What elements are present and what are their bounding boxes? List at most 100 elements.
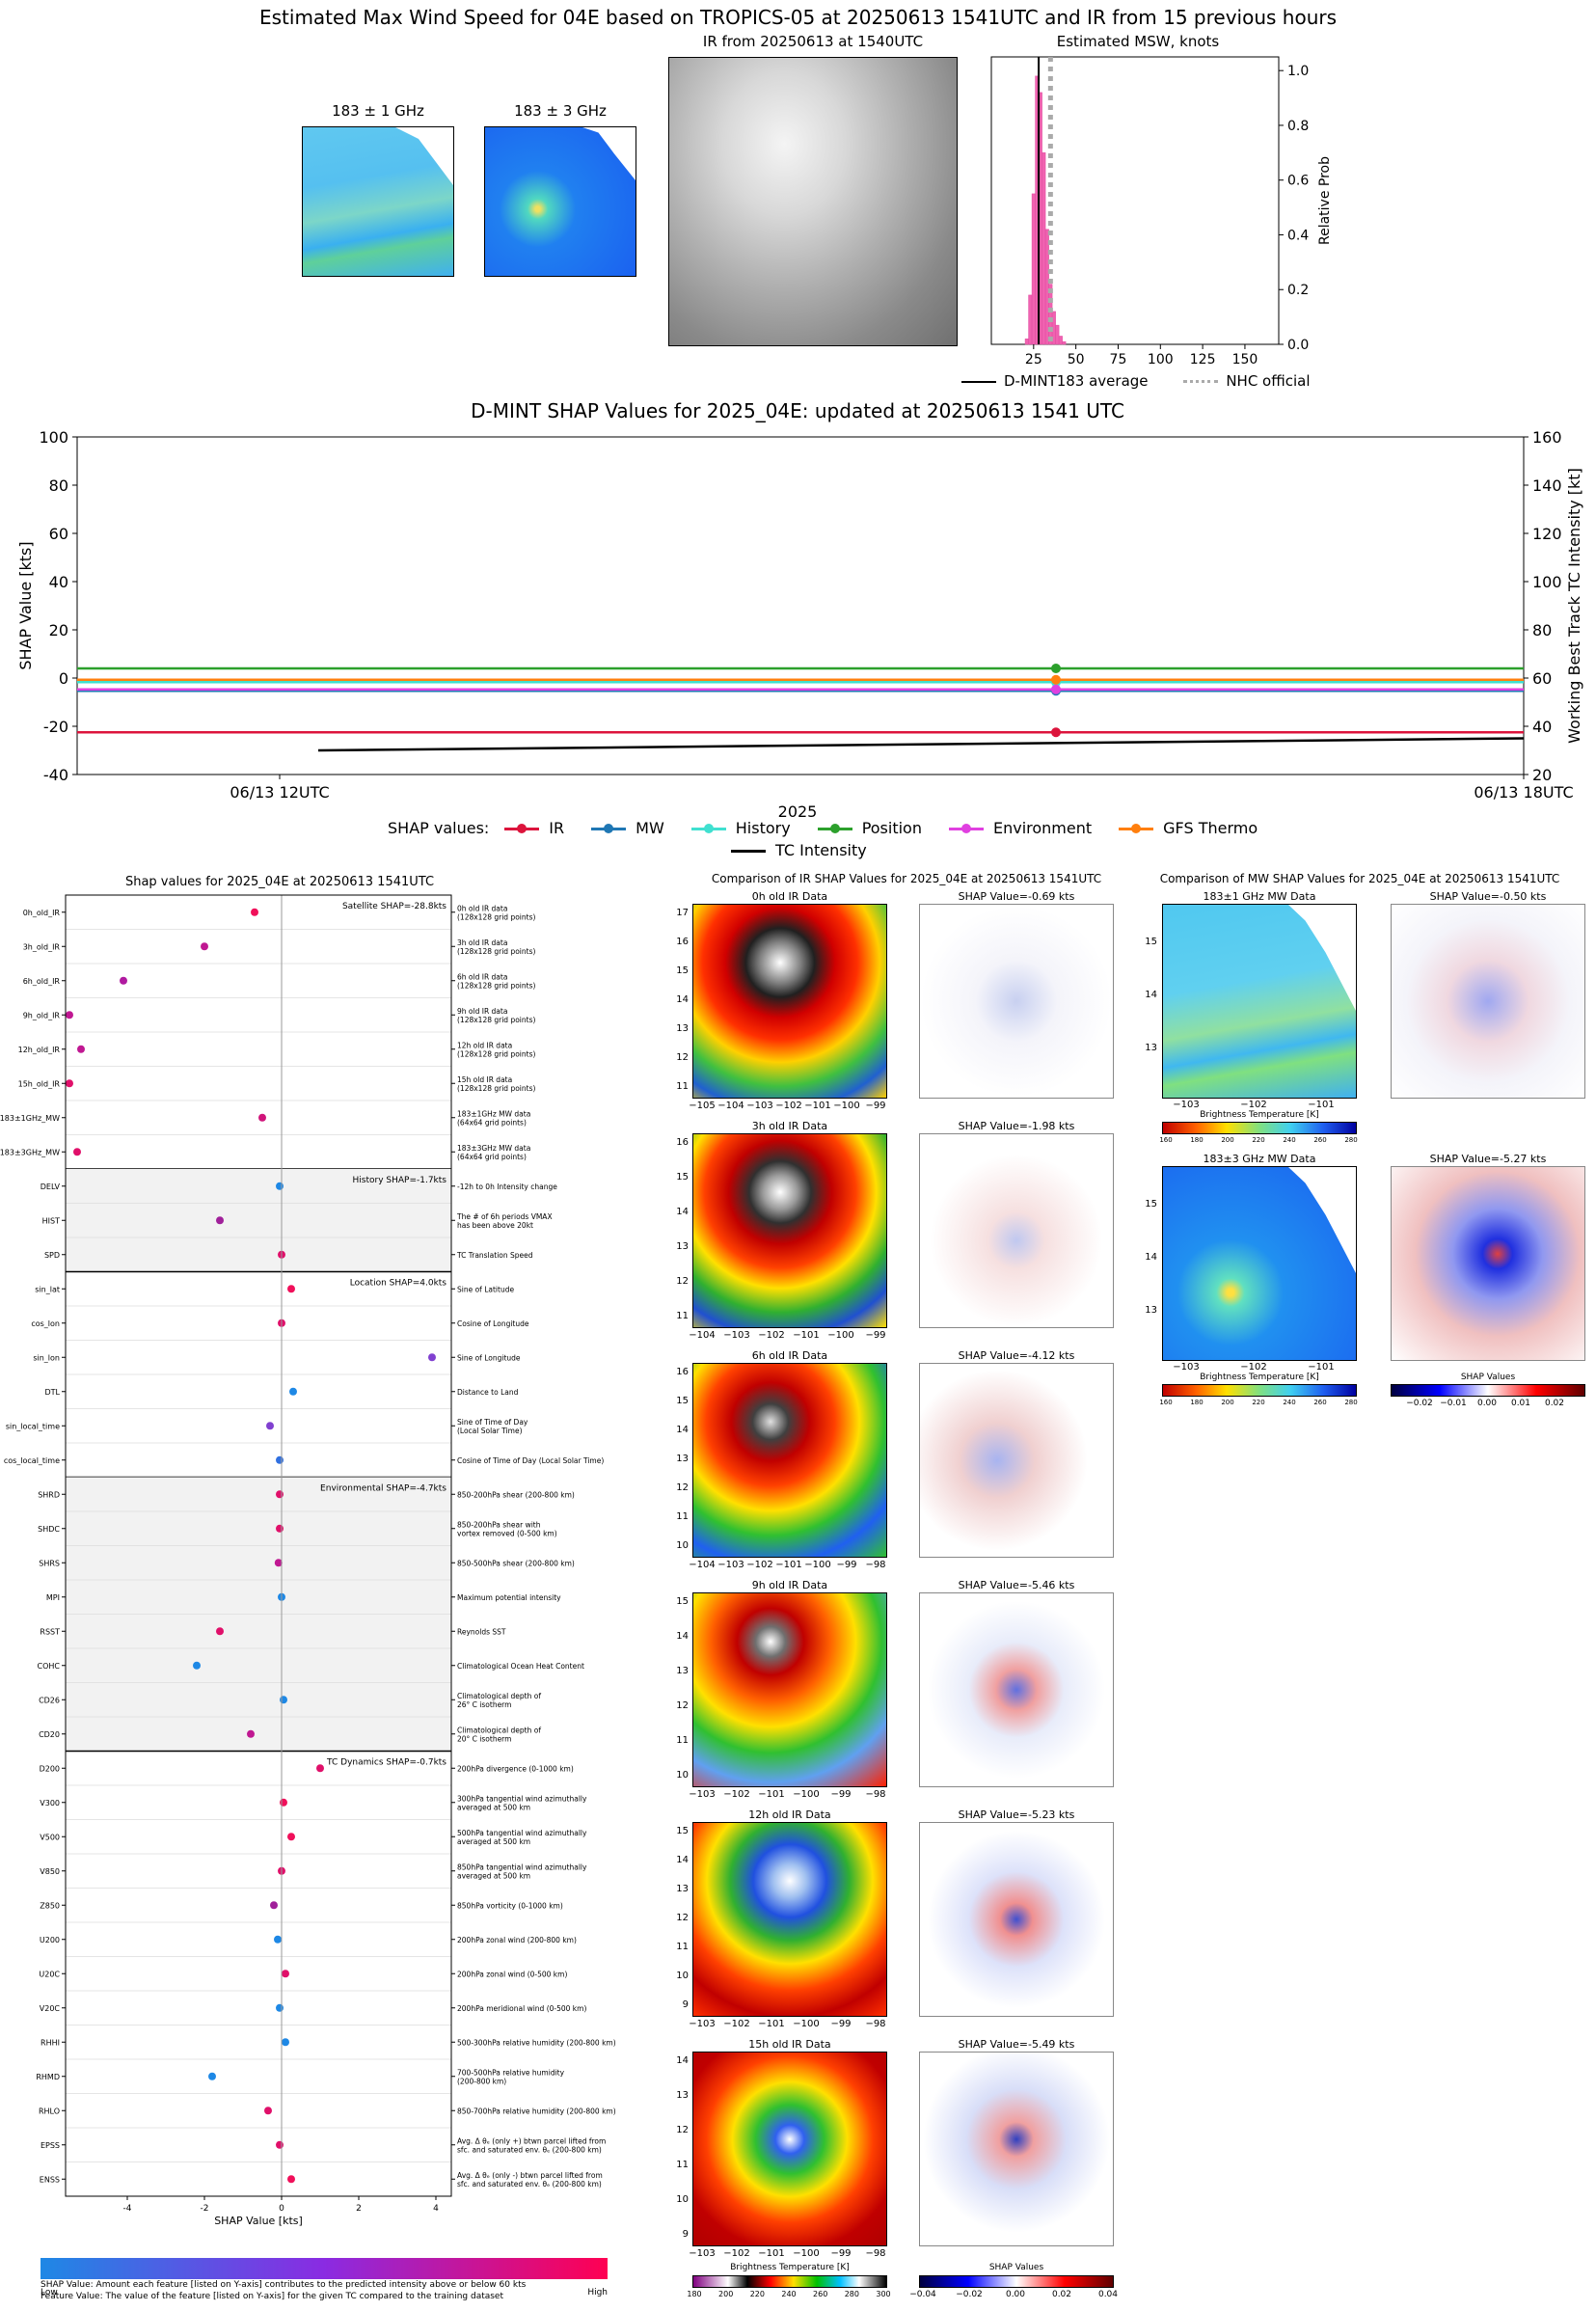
ir-ytick-label: 12 — [676, 1276, 689, 1287]
ts-legend-label: TC Intensity — [775, 841, 867, 859]
dot-feature-name: Z850 — [40, 1901, 60, 1910]
ts-legend-item: Position — [817, 819, 922, 837]
ir-ytick-label: 13 — [676, 1884, 689, 1894]
dot-feature-name: 9h_old_IR — [23, 1011, 61, 1020]
mw-data-panel — [1162, 1166, 1357, 1361]
mw-bt-tick: 240 — [1283, 1136, 1296, 1144]
hist-ytick-label: 0.0 — [1287, 338, 1309, 353]
mw-bt-tick: 240 — [1283, 1399, 1296, 1406]
mw-shap-panel — [1391, 904, 1585, 1099]
hist-ytick-label: 0.4 — [1287, 228, 1309, 243]
mw-ytick-label: 14 — [1145, 990, 1157, 1000]
dot-point — [193, 1661, 201, 1670]
dot-point — [276, 1524, 284, 1533]
ir-ytick-label: 12 — [676, 1482, 689, 1493]
dot-feature-desc: 183±1GHz MW data — [457, 1109, 530, 1118]
dot-feature-desc: 15h old IR data — [457, 1075, 512, 1084]
ir-data-panel — [692, 1822, 887, 2017]
dot-feature-desc: 6h old IR data — [457, 972, 507, 981]
dot-feature-name: DTL — [44, 1388, 60, 1397]
dot-feature-desc: Reynolds SST — [457, 1627, 506, 1636]
ts-legend-intensity: TC Intensity — [731, 841, 1285, 859]
dot-feature-desc: sfc. and saturated env. θₑ (200-800 km) — [457, 2145, 602, 2154]
shap-timeseries-chart: D-MINT SHAP Values for 2025_04E: updated… — [16, 400, 1583, 821]
dot-feature-name: sin_lon — [33, 1353, 60, 1362]
ir-xtick-label: −98 — [865, 1560, 886, 1570]
dot-feature-desc: 20° C isotherm — [457, 1734, 511, 1743]
ir-ytick-label: 17 — [676, 908, 689, 918]
mw-bt-tick: 280 — [1344, 1136, 1358, 1144]
dot-feature-desc: Sine of Longitude — [457, 1353, 521, 1362]
mw-bt-colorbar — [1162, 1122, 1357, 1134]
figure-title: Estimated Max Wind Speed for 04E based o… — [258, 6, 1338, 29]
dot-feature-name: 3h_old_IR — [23, 942, 61, 951]
ir-ytick-label: 14 — [676, 1855, 689, 1865]
ts-ytick-label: -40 — [43, 766, 68, 784]
ir-xtick-label: −102 — [775, 1101, 802, 1111]
dot-feature-desc: (128x128 grid points) — [457, 1016, 535, 1024]
ir-ytick-label: 13 — [676, 1666, 689, 1676]
ir-ytick-label: 9 — [682, 1999, 689, 2010]
ir-xtick-label: −103 — [723, 1330, 750, 1341]
dot-feature-desc: 200hPa zonal wind (200-800 km) — [457, 1936, 577, 1944]
ts-legend-swatch — [1119, 824, 1154, 833]
ir-xtick-label: −102 — [723, 2019, 750, 2029]
mw-bt-tick: 220 — [1252, 1136, 1265, 1144]
dot-point — [266, 1422, 274, 1430]
ts-legend-item: Environment — [948, 819, 1092, 837]
mw-bt-tick: 160 — [1159, 1136, 1173, 1144]
mw-bt-tick: 200 — [1221, 1399, 1234, 1406]
ir-shap-title: SHAP Value=-1.98 kts — [958, 1120, 1075, 1132]
ir-shap-tick: −0.04 — [909, 2290, 936, 2299]
dot-feature-name: cos_lon — [31, 1319, 60, 1328]
dot-feature-desc: (128x128 grid points) — [457, 1049, 535, 1058]
mw-bt-tick: 160 — [1159, 1399, 1173, 1406]
dot-group-label: Location SHAP=4.0kts — [350, 1279, 447, 1289]
ir-xtick-label: −98 — [865, 2248, 886, 2259]
ir-ytick-label: 11 — [676, 1311, 689, 1321]
hist-bar — [1055, 324, 1060, 345]
ts-xtick-label: 06/13 12UTC — [230, 783, 329, 802]
ir-xtick-label: −101 — [804, 1101, 831, 1111]
ir-shap-tick: 0.00 — [1005, 2290, 1026, 2299]
ir-xtick-label: −103 — [689, 1789, 716, 1800]
dot-feature-name: SHDC — [38, 1525, 60, 1534]
ir-ytick-label: 14 — [676, 2055, 689, 2066]
ts-y2tick-label: 120 — [1532, 525, 1562, 543]
dot-xlabel: SHAP Value [kts] — [214, 2215, 303, 2227]
dot-frame — [65, 894, 452, 2197]
ts-ytick-label: 60 — [49, 525, 68, 543]
dot-feature-name: SPD — [44, 1251, 60, 1260]
ts-legend-swatch — [948, 824, 984, 833]
dot-title: Shap values for 2025_04E at 20250613 154… — [125, 875, 434, 889]
dot-feature-desc: has been above 20kt — [457, 1221, 533, 1230]
mw-bt-tick: 180 — [1190, 1136, 1204, 1144]
ts-legend-marker — [517, 824, 527, 833]
dot-point — [216, 1627, 224, 1636]
ir-bt-tick: 220 — [749, 2290, 765, 2298]
ir-xtick-label: −99 — [830, 2248, 852, 2259]
ir-shap-panel — [919, 1133, 1114, 1328]
ir-xtick-label: −104 — [717, 1101, 744, 1111]
ir-ytick-label: 15 — [676, 1826, 689, 1836]
dot-feature-desc: Sine of Time of Day — [457, 1418, 528, 1427]
dot-feature-name: DELV — [41, 1183, 61, 1191]
hist-legend: D-MINT183 average NHC official — [961, 372, 1311, 390]
mw-shap-panel — [1391, 1166, 1585, 1361]
mw-ytick-label: 14 — [1145, 1252, 1157, 1263]
ir-ytick-label: 12 — [676, 2125, 689, 2135]
ir-ytick-label: 16 — [676, 1367, 689, 1377]
dot-feature-desc: Climatological Ocean Heat Content — [457, 1662, 584, 1671]
dot-feature-desc: 850hPa tangential wind azimuthally — [457, 1862, 587, 1871]
dot-feature-name: U20C — [39, 1970, 60, 1978]
dot-feature-name: 15h_old_IR — [18, 1079, 61, 1088]
dot-feature-desc: (128x128 grid points) — [457, 947, 535, 956]
mw-bt-label: Brightness Temperature [K] — [1200, 1373, 1319, 1382]
hist-xtick-label: 150 — [1232, 352, 1258, 367]
dot-feature-name: EPSS — [41, 2141, 60, 2150]
dot-feature-desc: 0h old IR data — [457, 904, 507, 912]
ts-legend-marker — [829, 824, 840, 833]
ir-xtick-label: −99 — [830, 1789, 852, 1800]
ir-shap-panel — [919, 1592, 1114, 1787]
ir-xtick-label: −99 — [865, 1330, 886, 1341]
